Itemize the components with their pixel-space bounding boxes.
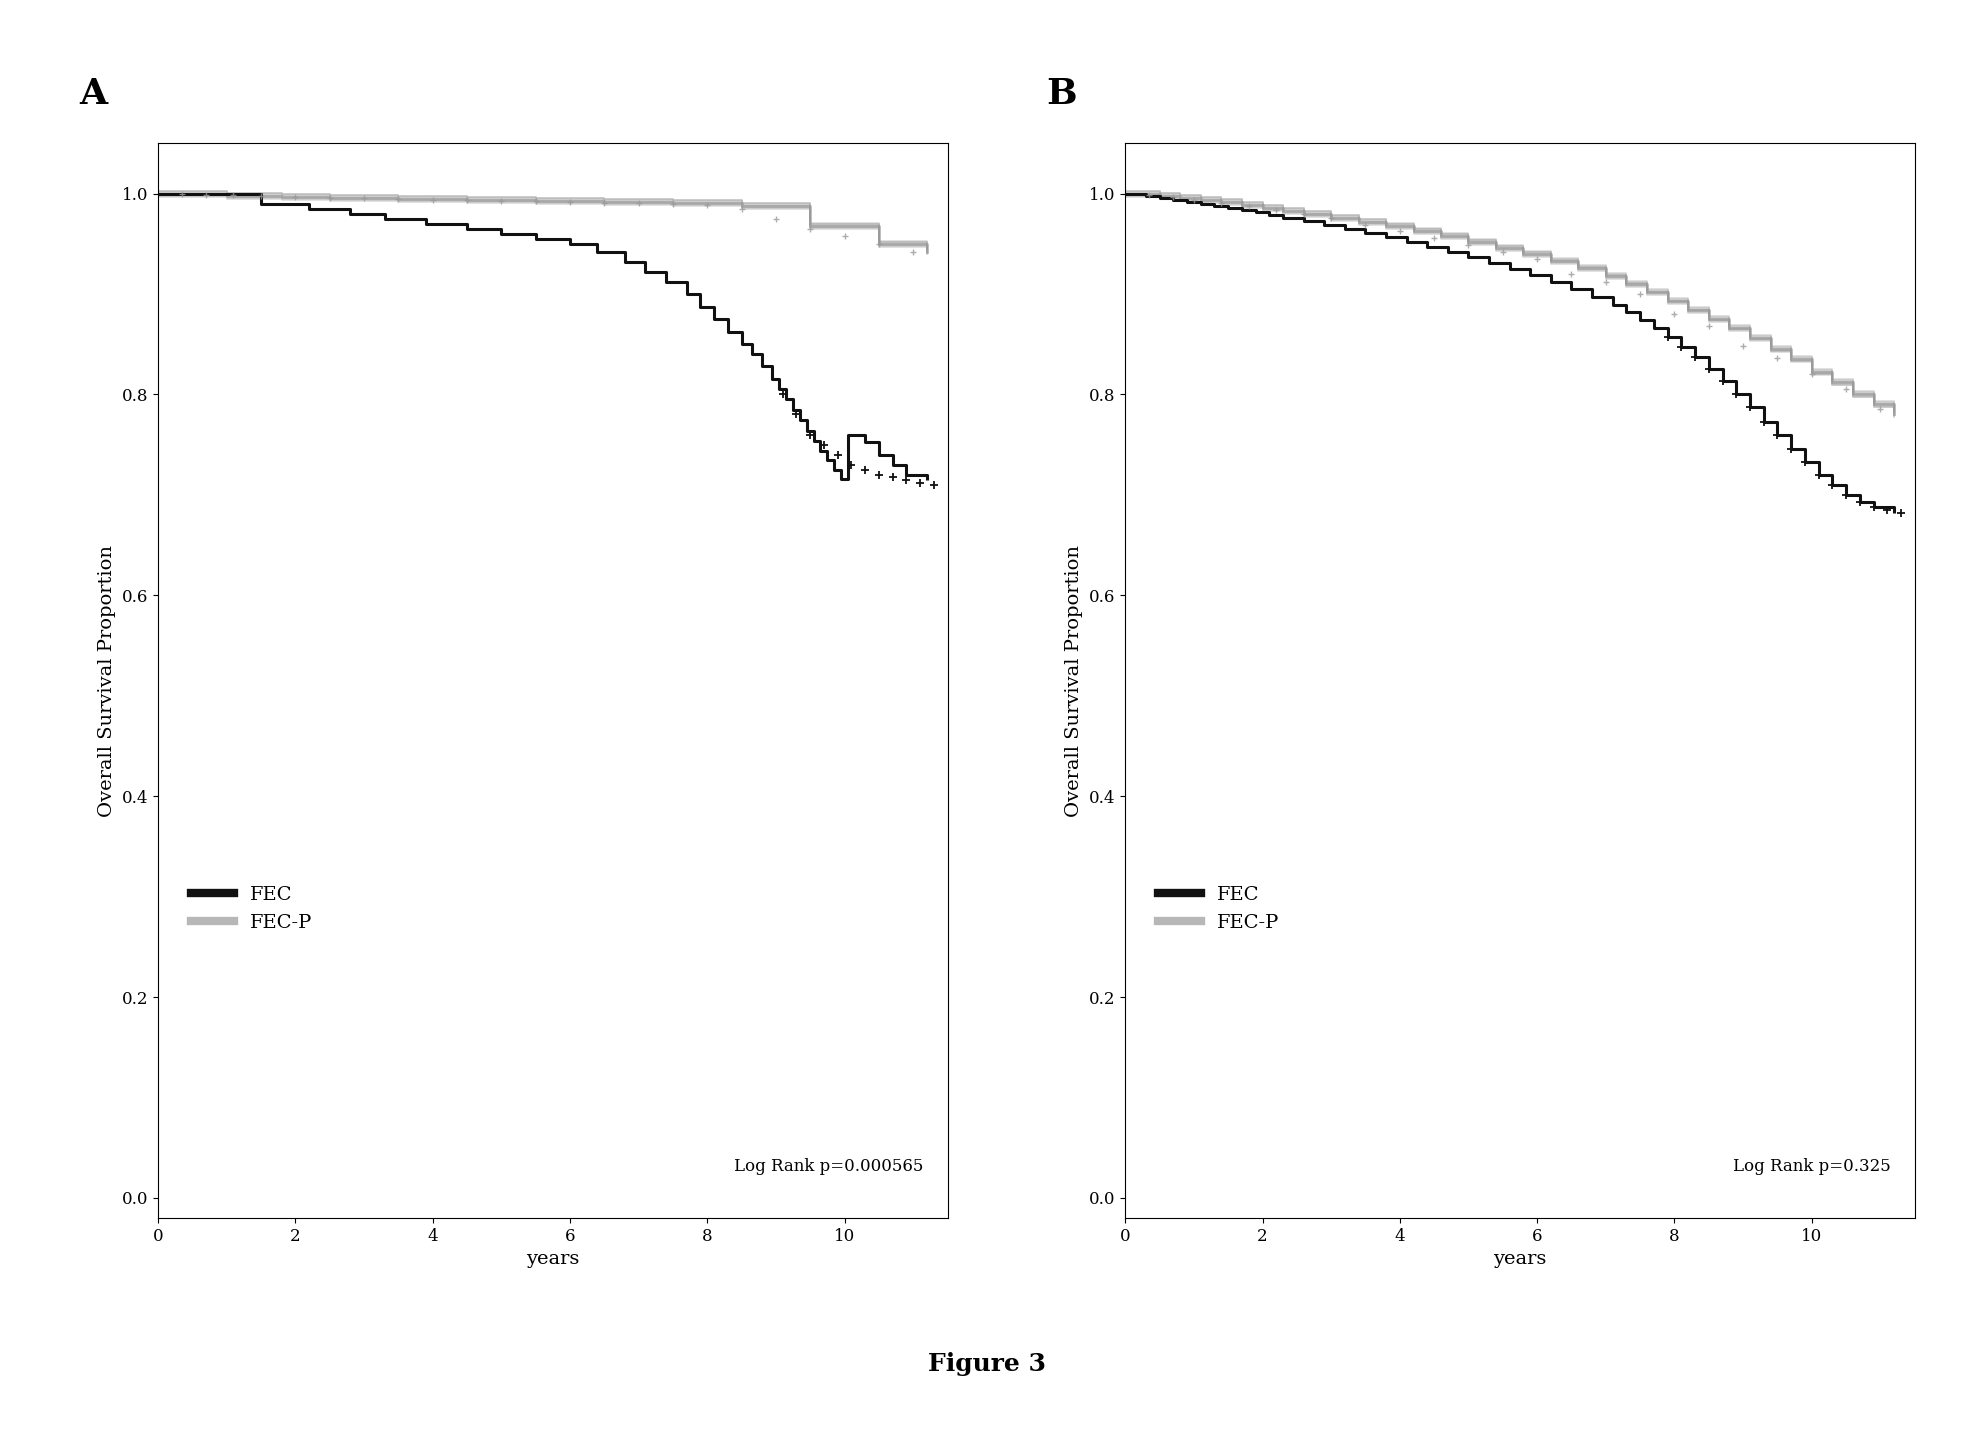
- Text: Log Rank p=0.000565: Log Rank p=0.000565: [734, 1158, 923, 1175]
- X-axis label: years: years: [1492, 1251, 1547, 1268]
- Text: Log Rank p=0.325: Log Rank p=0.325: [1732, 1158, 1890, 1175]
- Legend: FEC, FEC-P: FEC, FEC-P: [183, 878, 320, 940]
- Y-axis label: Overall Survival Proportion: Overall Survival Proportion: [99, 545, 116, 817]
- Text: Figure 3: Figure 3: [927, 1351, 1046, 1376]
- Legend: FEC, FEC-P: FEC, FEC-P: [1150, 878, 1286, 940]
- X-axis label: years: years: [525, 1251, 580, 1268]
- Y-axis label: Overall Survival Proportion: Overall Survival Proportion: [1065, 545, 1083, 817]
- Text: A: A: [79, 77, 107, 112]
- Text: B: B: [1046, 77, 1077, 112]
